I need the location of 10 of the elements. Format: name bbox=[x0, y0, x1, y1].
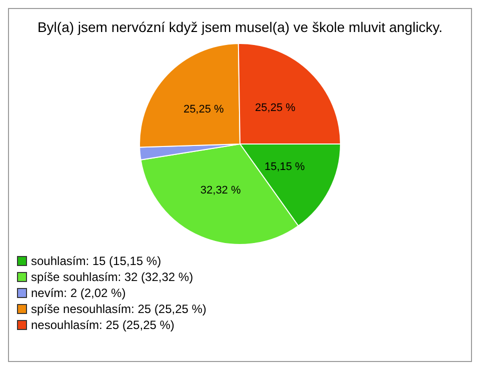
data-label: 32,32 % bbox=[200, 184, 241, 196]
data-label: 15,15 % bbox=[264, 161, 306, 174]
legend-label: nevím: 2 (2,02 %) bbox=[31, 285, 126, 301]
data-label: 25,25 % bbox=[255, 102, 296, 114]
legend-label: spíše souhlasím: 32 (32,32 %) bbox=[31, 269, 194, 285]
legend-label: spíše nesouhlasím: 25 (25,25 %) bbox=[31, 301, 206, 317]
legend-label: nesouhlasím: 25 (25,25 %) bbox=[31, 317, 174, 333]
data-label: 25,25 % bbox=[183, 103, 224, 116]
legend-label: souhlasím: 15 (15,15 %) bbox=[31, 253, 162, 269]
chart-title: Byl(a) jsem nervózní když jsem musel(a) ve škole mluvit anglicky. bbox=[36, 19, 444, 35]
